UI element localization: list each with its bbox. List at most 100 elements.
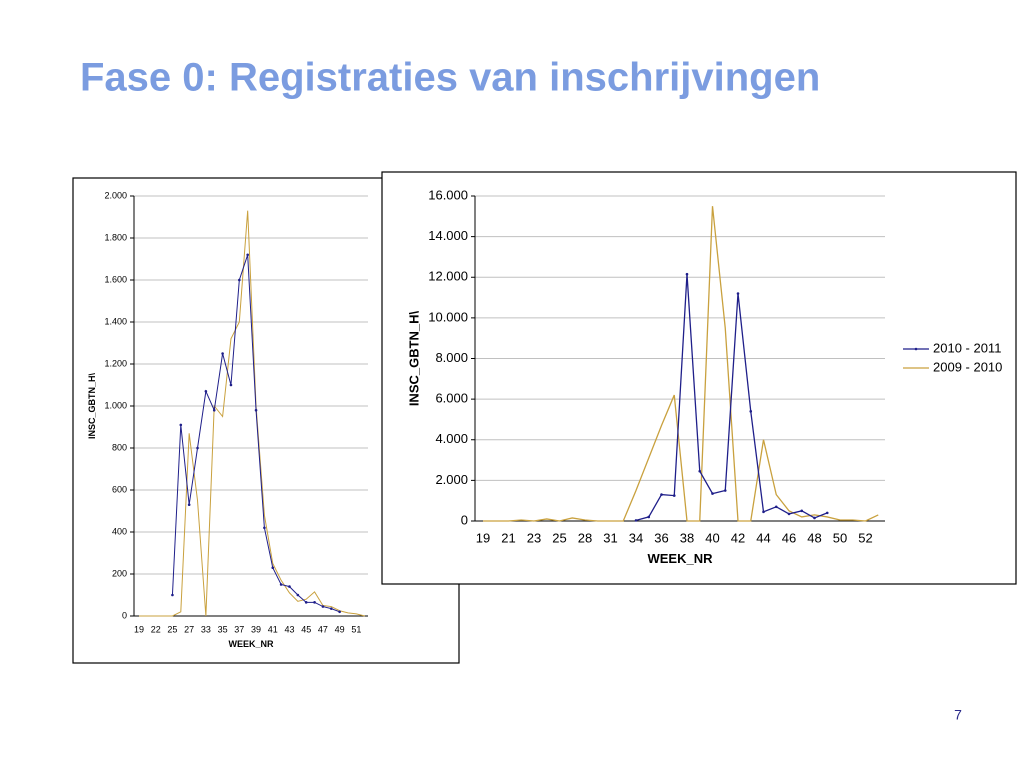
data-point <box>672 494 676 497</box>
y-axis-label: INSC_GBTN_H\ <box>407 310 422 406</box>
y-tick-label: 1.200 <box>104 358 127 368</box>
y-tick-label: 400 <box>112 526 127 536</box>
data-point <box>321 605 325 608</box>
data-point <box>179 423 183 427</box>
y-tick-label: 1.400 <box>104 316 127 326</box>
y-tick-label: 12.000 <box>428 269 468 284</box>
x-tick-label: 35 <box>218 624 228 634</box>
data-point <box>749 410 753 413</box>
data-point <box>196 446 199 450</box>
y-tick-label: 14.000 <box>428 228 468 243</box>
y-tick-label: 6.000 <box>435 391 468 406</box>
x-tick-label: 33 <box>201 624 211 634</box>
data-point <box>338 610 341 614</box>
data-point <box>254 408 258 412</box>
data-point <box>204 390 208 393</box>
x-tick-label: 48 <box>807 530 821 545</box>
legend-marker <box>914 347 918 351</box>
chart-right: 0 2.000 4.000 6.000 8.000 10.000 12.000 14.000 1… <box>407 187 1003 566</box>
data-point <box>263 526 266 530</box>
data-point <box>187 503 191 507</box>
data-point <box>212 408 216 412</box>
x-tick-label: 49 <box>335 624 345 634</box>
legend-label: 2009 - 2010 <box>933 359 1002 374</box>
x-tick-label: 42 <box>731 530 745 545</box>
data-point <box>221 352 224 355</box>
x-tick-label: 22 <box>151 624 161 634</box>
x-tick-label: 38 <box>680 530 694 545</box>
x-tick-label: 28 <box>578 530 592 545</box>
series-line <box>139 210 365 617</box>
y-tick-label: 800 <box>112 442 127 452</box>
data-point <box>660 493 663 496</box>
x-tick-label: 34 <box>629 530 643 545</box>
data-point <box>723 489 727 492</box>
x-tick-label: 31 <box>603 530 617 545</box>
x-axis-label: WEEK_NR <box>647 551 713 566</box>
y-axis-label: INSC_GBTN_H\ <box>87 372 97 439</box>
data-point <box>698 469 702 473</box>
y-tick-label: 10.000 <box>428 309 468 324</box>
x-tick-label: 51 <box>351 624 361 634</box>
data-point <box>634 519 638 522</box>
data-point <box>279 583 283 586</box>
chart-left: 0 200 400 600 800 1.000 1.200 1.400 1.600 1.800 2.… <box>87 190 368 649</box>
y-tick-label: 1.600 <box>104 274 127 284</box>
x-tick-label: 27 <box>184 624 194 634</box>
x-tick-label: 52 <box>858 530 872 545</box>
x-tick-label: 21 <box>501 530 515 545</box>
y-tick-label: 0 <box>461 512 468 527</box>
x-tick-label: 40 <box>705 530 719 545</box>
data-point <box>825 511 829 515</box>
data-point <box>685 272 689 276</box>
x-tick-label: 23 <box>527 530 541 545</box>
x-tick-label: 50 <box>833 530 847 545</box>
y-tick-label: 4.000 <box>435 431 468 446</box>
data-point <box>800 509 804 513</box>
y-tick-label: 8.000 <box>435 350 468 365</box>
data-point <box>313 601 316 604</box>
x-tick-label: 43 <box>284 624 294 634</box>
y-tick-label: 2.000 <box>435 472 468 487</box>
data-point <box>304 601 308 604</box>
x-tick-label: 25 <box>552 530 566 545</box>
x-tick-label: 46 <box>782 530 796 545</box>
data-point <box>329 607 333 610</box>
data-point <box>711 492 714 495</box>
data-point <box>238 278 241 282</box>
data-point <box>171 593 174 597</box>
x-tick-label: 36 <box>654 530 668 545</box>
data-point <box>787 512 791 516</box>
data-point <box>647 515 651 519</box>
series-line <box>483 206 879 522</box>
y-tick-label: 200 <box>112 568 127 578</box>
y-tick-label: 1.800 <box>104 232 127 242</box>
y-tick-label: 1.000 <box>104 400 127 410</box>
x-tick-label: 25 <box>167 624 177 634</box>
x-tick-label: 39 <box>251 624 261 634</box>
x-axis-label: WEEK_NR <box>228 639 274 649</box>
data-point <box>229 383 233 387</box>
data-point <box>246 253 249 257</box>
data-point <box>296 593 300 597</box>
y-tick-label: 0 <box>122 610 127 620</box>
series-line <box>635 274 828 522</box>
y-tick-label: 600 <box>112 484 127 494</box>
x-tick-label: 47 <box>318 624 328 634</box>
page-number: 7 <box>954 707 962 723</box>
x-tick-label: 37 <box>234 624 244 634</box>
data-point <box>762 510 765 514</box>
data-point <box>271 566 275 569</box>
slide-title: Fase 0: Registraties van inschrijvingen <box>80 56 820 100</box>
data-point <box>813 516 816 520</box>
data-point <box>736 292 740 295</box>
chart-frame <box>381 171 1017 585</box>
x-tick-label: 41 <box>268 624 278 634</box>
x-tick-label: 19 <box>134 624 144 634</box>
data-point <box>288 585 291 588</box>
x-tick-label: 44 <box>756 530 770 545</box>
y-tick-label: 2.000 <box>104 190 127 200</box>
y-tick-label: 16.000 <box>428 187 468 202</box>
